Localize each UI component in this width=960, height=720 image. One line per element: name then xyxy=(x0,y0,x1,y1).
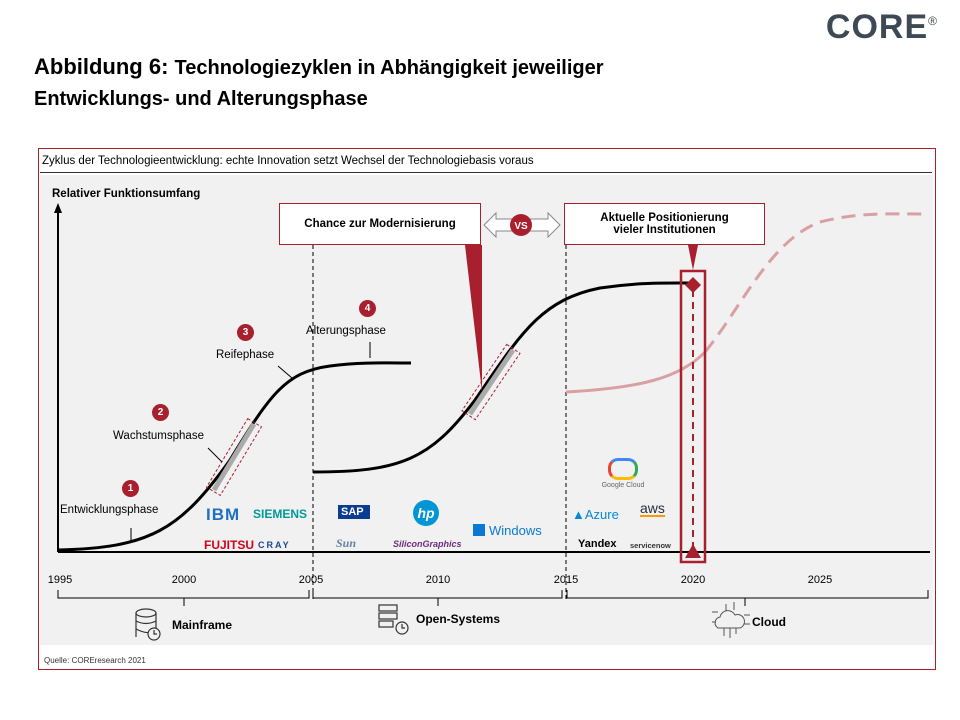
phase-leaders xyxy=(130,342,371,540)
y-axis-arrow xyxy=(54,203,62,213)
curve-mainframe xyxy=(57,361,412,552)
year-1995: 1995 xyxy=(47,574,73,586)
era-cloud: Cloud xyxy=(752,615,786,629)
vs-text: VS xyxy=(514,221,528,232)
google-cloud-icon xyxy=(608,458,638,480)
diamond-marker-icon xyxy=(685,277,701,293)
vendor-ibm: IBM xyxy=(206,505,241,524)
callout-current-position: Aktuelle Positionierung vieler Institutio… xyxy=(564,203,765,245)
growth-highlight-1 xyxy=(205,417,263,497)
vs-badge xyxy=(510,214,532,236)
vendor-sun: Sun xyxy=(336,536,357,550)
year-2005: 2005 xyxy=(298,574,324,586)
source-note: Quelle: COREresearch 2021 xyxy=(44,656,146,665)
curve-cloud xyxy=(565,350,707,394)
growth-highlight-2 xyxy=(461,343,521,421)
divider xyxy=(40,172,932,173)
era-mainframe: Mainframe xyxy=(172,618,233,632)
vendor-google-cloud: Google Cloud xyxy=(601,458,645,489)
vendor-aws: aws xyxy=(640,500,665,517)
page-title: Abbildung 6: Technologiezyklen in Abhäng… xyxy=(34,54,604,110)
triangle-marker-icon xyxy=(685,544,701,558)
phase-4-badge: 4 xyxy=(359,300,376,317)
figure-frame xyxy=(38,148,936,670)
vendor-silicongraphics: SiliconGraphics xyxy=(393,539,462,549)
year-2010: 2010 xyxy=(425,574,451,586)
phase-1-badge: 1 xyxy=(122,480,139,497)
phase-4-label: Alterungsphase xyxy=(306,325,386,337)
vendor-siemens: SIEMENS xyxy=(253,507,308,521)
year-2000: 2000 xyxy=(171,574,197,586)
phase-2-badge: 2 xyxy=(152,404,169,421)
phase-3-label: Reifephase xyxy=(216,349,275,361)
callout-modernization: Chance zur Modernisierung xyxy=(279,203,481,245)
curve-cloud-forecast xyxy=(703,212,926,353)
callout-pointer-left xyxy=(465,245,482,392)
vendor-fujitsu: FUJITSU xyxy=(204,538,255,552)
year-2015: 2015 xyxy=(553,574,579,586)
year-2020: 2020 xyxy=(680,574,706,586)
phase-1-label: Entwicklungsphase xyxy=(60,504,159,516)
vendor-azure: ▲Azure xyxy=(572,507,619,522)
database-clock-icon xyxy=(135,608,161,641)
vendor-yandex: Yandex xyxy=(578,538,617,550)
diagram-area xyxy=(40,175,933,645)
era-open-systems: Open-Systems xyxy=(416,612,501,626)
server-clock-icon xyxy=(378,604,409,635)
core-logo: CORE® xyxy=(825,8,938,46)
phase-3-badge: 3 xyxy=(237,324,254,341)
phase-2-label: Wachstumsphase xyxy=(113,430,204,442)
cloud-circuit-icon xyxy=(712,602,750,638)
callout-pointer-right xyxy=(688,245,698,270)
vendor-windows: Windows xyxy=(473,523,542,538)
windows-icon xyxy=(473,524,485,536)
timeline-brackets xyxy=(57,590,929,606)
figure-subtitle: Zyklus der Technologieentwicklung: echte… xyxy=(42,155,534,167)
vendor-sap: SAP xyxy=(338,505,370,519)
current-position-box xyxy=(679,269,707,564)
y-axis-label: Relativer Funktionsumfang xyxy=(52,188,201,200)
vendor-cray: CRAY xyxy=(258,540,291,550)
curve-open-systems xyxy=(312,281,694,474)
vendor-hp: hp xyxy=(413,500,439,526)
year-2025: 2025 xyxy=(807,574,833,586)
vendor-servicenow: servicenow xyxy=(630,541,671,550)
